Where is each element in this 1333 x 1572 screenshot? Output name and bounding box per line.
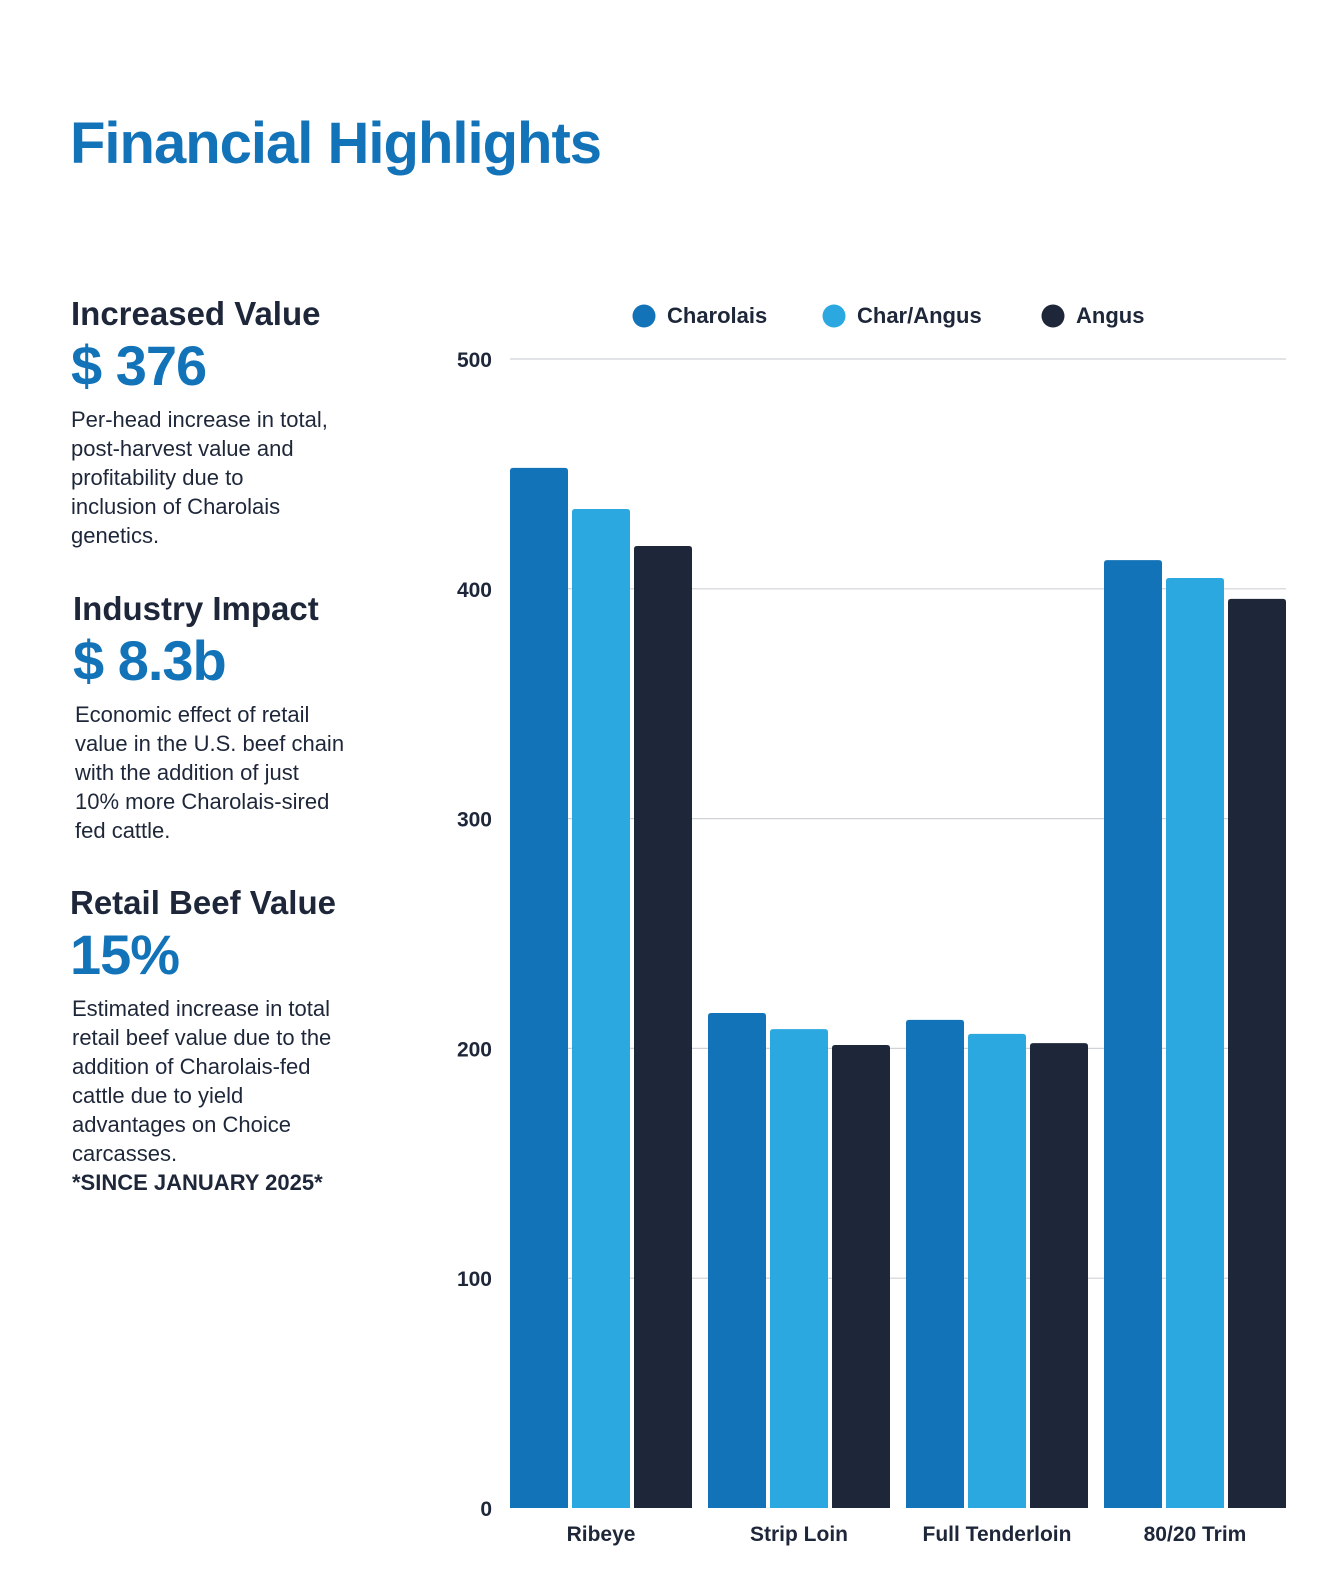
legend-label: Charolais (667, 303, 767, 328)
highlight-heading: Industry Impact (73, 590, 319, 627)
desc-line: Economic effect of retail (75, 702, 310, 727)
highlight-heading: Increased Value (71, 295, 321, 332)
desc-line: Estimated increase in total (72, 996, 331, 1021)
desc-line: retail beef value due to the (72, 1025, 332, 1050)
bar-char-angus (770, 1029, 828, 1508)
desc-line: genetics. (71, 523, 160, 548)
page-title: Financial Highlights (70, 111, 602, 176)
desc-line: Per-head increase in total, (71, 407, 328, 432)
desc-line: 10% more Charolais-sired (75, 789, 330, 814)
bar-char-angus (572, 509, 630, 1508)
bar-charolais (906, 1019, 964, 1508)
footnote: *SINCE JANUARY 2025* (72, 1170, 323, 1195)
desc-line: carcasses. (72, 1141, 178, 1166)
desc-line: addition of Charolais-fed (72, 1054, 311, 1079)
desc-line: value in the U.S. beef chain (75, 731, 345, 756)
highlight-description: Economic effect of retail value in the U… (75, 700, 393, 845)
desc-line: inclusion of Charolais (71, 494, 281, 519)
bar-angus (1030, 1043, 1088, 1508)
highlight-heading: Retail Beef Value (70, 884, 336, 921)
desc-line: cattle due to yield (72, 1083, 244, 1108)
y-tick-label: 300 (457, 809, 492, 832)
x-tick-label: 80/20 Trim (1144, 1523, 1247, 1546)
bar-charolais (1104, 560, 1162, 1508)
desc-line: advantages on Choice (72, 1112, 291, 1137)
bar-charolais (708, 1013, 766, 1508)
legend-swatch (822, 304, 846, 328)
legend-swatch (632, 304, 656, 328)
bar-angus (832, 1044, 890, 1508)
y-tick-label: 400 (457, 579, 492, 602)
desc-line: fed cattle. (75, 818, 171, 843)
bar-angus (634, 546, 692, 1508)
desc-line: with the addition of just (75, 760, 299, 785)
highlight-retail-beef-value: Retail Beef Value 15% Estimated increase… (70, 884, 390, 1197)
x-tick-label: Ribeye (567, 1523, 636, 1546)
legend-label: Angus (1076, 303, 1144, 328)
highlight-value: 15% (70, 923, 180, 986)
x-tick-label: Strip Loin (750, 1523, 848, 1546)
desc-line: post-harvest value and (71, 436, 294, 461)
bar-char-angus (968, 1033, 1026, 1508)
highlight-description: Per-head increase in total, post-harvest… (71, 405, 391, 550)
highlight-description: Estimated increase in total retail beef … (72, 994, 390, 1197)
y-tick-label: 500 (457, 349, 492, 372)
y-tick-label: 100 (457, 1268, 492, 1291)
bar-charolais (510, 467, 568, 1509)
legend-label: Char/Angus (857, 303, 982, 328)
y-tick-label: 200 (457, 1038, 492, 1061)
legend-swatch (1041, 304, 1065, 328)
y-tick-label: 0 (480, 1498, 492, 1521)
bar-char-angus (1166, 577, 1224, 1508)
x-tick-label: Full Tenderloin (923, 1523, 1072, 1546)
highlight-value: $ 8.3b (73, 629, 227, 692)
bar-angus (1228, 598, 1286, 1508)
highlight-industry-impact: Industry Impact $ 8.3b Economic effect o… (73, 590, 393, 845)
desc-line: profitability due to (71, 465, 244, 490)
highlight-increased-value: Increased Value $ 376 Per-head increase … (71, 295, 391, 550)
highlight-value: $ 376 (71, 334, 207, 397)
